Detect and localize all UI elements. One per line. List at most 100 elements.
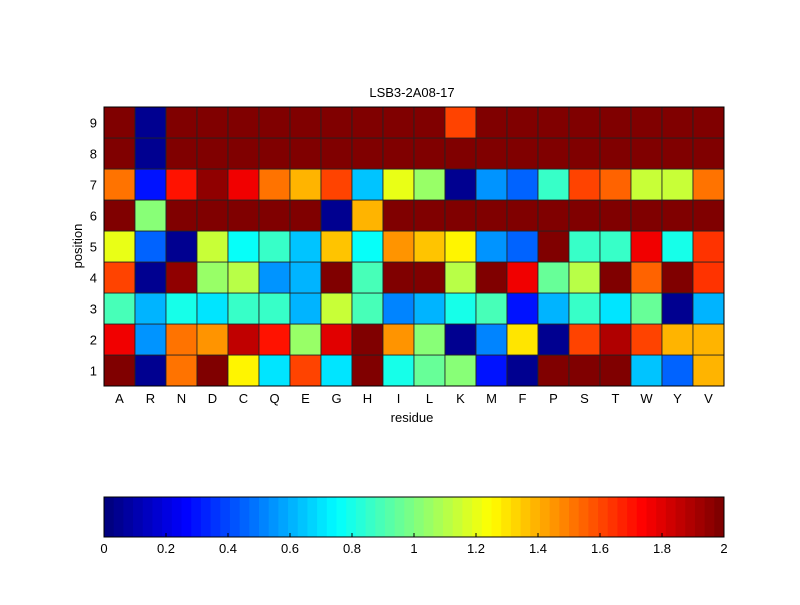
heatmap-cell-C-6 <box>227 199 260 232</box>
heatmap-cell-M-3 <box>475 292 508 325</box>
heatmap-cell-L-9 <box>413 106 446 139</box>
y-tick-label: 7 <box>90 178 97 193</box>
heatmap-cell-V-8 <box>692 137 725 170</box>
colorbar-segment <box>462 497 473 537</box>
colorbar-tick-label: 1 <box>410 541 417 556</box>
heatmap-cell-T-3 <box>599 292 632 325</box>
heatmap-cell-D-3 <box>196 292 229 325</box>
heatmap-cell-T-4 <box>599 261 632 294</box>
heatmap-cell-R-2 <box>134 323 167 356</box>
colorbar-segment <box>384 497 396 537</box>
heatmap-cell-C-2 <box>227 323 260 356</box>
heatmap-cell-V-1 <box>692 354 725 387</box>
colorbar-segment <box>414 497 425 537</box>
x-tick-label: I <box>397 391 401 406</box>
heatmap-cell-L-5 <box>413 230 446 263</box>
colorbar-tick-label: 1.8 <box>653 541 671 556</box>
heatmap-cell-Y-9 <box>661 106 694 139</box>
heatmap-cell-A-3 <box>103 292 136 325</box>
heatmap-cell-S-7 <box>568 168 601 201</box>
heatmap-cell-C-9 <box>227 106 260 139</box>
heatmap-cell-I-2 <box>382 323 415 356</box>
colorbar-segment <box>636 497 647 537</box>
x-tick-label: M <box>486 391 497 406</box>
heatmap-cell-K-1 <box>444 354 477 387</box>
heatmap-cell-W-1 <box>630 354 663 387</box>
heatmap-cell-Q-5 <box>258 230 291 263</box>
chart-title: LSB3-2A08-17 <box>369 85 454 100</box>
heatmap-cell-N-3 <box>165 292 198 325</box>
heatmap-cell-A-6 <box>103 199 136 232</box>
x-tick-label: R <box>146 391 155 406</box>
heatmap-cell-V-9 <box>692 106 725 139</box>
y-tick-labels: 1 2 3 4 5 6 7 8 9 <box>90 116 97 379</box>
colorbar-segment <box>346 497 357 537</box>
colorbar-segment <box>704 497 715 537</box>
heatmap-cell-I-3 <box>382 292 415 325</box>
heatmap-cell-K-5 <box>444 230 477 263</box>
colorbar-tick-label: 0 <box>100 541 107 556</box>
x-tick-label: E <box>301 391 310 406</box>
heatmap-cell-L-8 <box>413 137 446 170</box>
heatmap-cell-N-5 <box>165 230 198 263</box>
heatmap-cell-K-9 <box>444 106 477 139</box>
colorbar-segment <box>200 497 212 537</box>
heatmap-cell-D-9 <box>196 106 229 139</box>
heatmap-cell-H-4 <box>351 261 384 294</box>
colorbar-segment <box>714 497 725 537</box>
heatmap-cell-K-3 <box>444 292 477 325</box>
heatmap-cell-E-1 <box>289 354 322 387</box>
heatmap-cell-G-9 <box>320 106 353 139</box>
y-axis-label: position <box>70 224 85 269</box>
heatmap-cell-G-7 <box>320 168 353 201</box>
colorbar-segment <box>142 497 153 537</box>
x-tick-label: V <box>704 391 713 406</box>
heatmap-cell-C-4 <box>227 261 260 294</box>
heatmap-cell-A-7 <box>103 168 136 201</box>
heatmap-cell-M-5 <box>475 230 508 263</box>
heatmap-cell-W-6 <box>630 199 663 232</box>
colorbar-segment <box>501 497 512 537</box>
heatmap-cell-Q-6 <box>258 199 291 232</box>
colorbar-segment <box>113 497 124 537</box>
heatmap-cell-S-9 <box>568 106 601 139</box>
x-tick-label: A <box>115 391 124 406</box>
colorbar-segment <box>259 497 270 537</box>
colorbar-segment <box>549 497 560 537</box>
heatmap-cell-S-4 <box>568 261 601 294</box>
colorbar-segment <box>656 497 667 537</box>
heatmap-cell-F-2 <box>506 323 539 356</box>
x-tick-label: Q <box>269 391 279 406</box>
heatmap-cell-T-5 <box>599 230 632 263</box>
heatmap-cell-I-7 <box>382 168 415 201</box>
heatmap-cell-H-7 <box>351 168 384 201</box>
colorbar-segment <box>317 497 328 537</box>
colorbar-segment <box>472 497 483 537</box>
heatmap-cell-D-8 <box>196 137 229 170</box>
heatmap-cell-W-2 <box>630 323 663 356</box>
heatmap-cell-T-8 <box>599 137 632 170</box>
colorbar-segment <box>617 497 628 537</box>
heatmap-cell-Q-1 <box>258 354 291 387</box>
heatmap-cell-I-5 <box>382 230 415 263</box>
heatmap-cell-G-1 <box>320 354 353 387</box>
heatmap-cell-A-2 <box>103 323 136 356</box>
x-tick-label: Y <box>673 391 682 406</box>
heatmap-cell-F-7 <box>506 168 539 201</box>
colorbar-tick-label: 1.6 <box>591 541 609 556</box>
x-tick-label: G <box>331 391 341 406</box>
colorbar-segment <box>694 497 706 537</box>
heatmap-cell-G-2 <box>320 323 353 356</box>
colorbar-segment <box>443 497 454 537</box>
heatmap-cell-D-6 <box>196 199 229 232</box>
colorbar-segment <box>423 497 434 537</box>
heatmap-cell-I-8 <box>382 137 415 170</box>
y-tick-label: 2 <box>90 333 97 348</box>
heatmap-cell-N-4 <box>165 261 198 294</box>
heatmap-cell-N-2 <box>165 323 198 356</box>
heatmap-cell-V-4 <box>692 261 725 294</box>
x-axis-label: residue <box>391 410 434 425</box>
heatmap-cell-F-9 <box>506 106 539 139</box>
colorbar-segment <box>481 497 492 537</box>
heatmap-cell-S-2 <box>568 323 601 356</box>
